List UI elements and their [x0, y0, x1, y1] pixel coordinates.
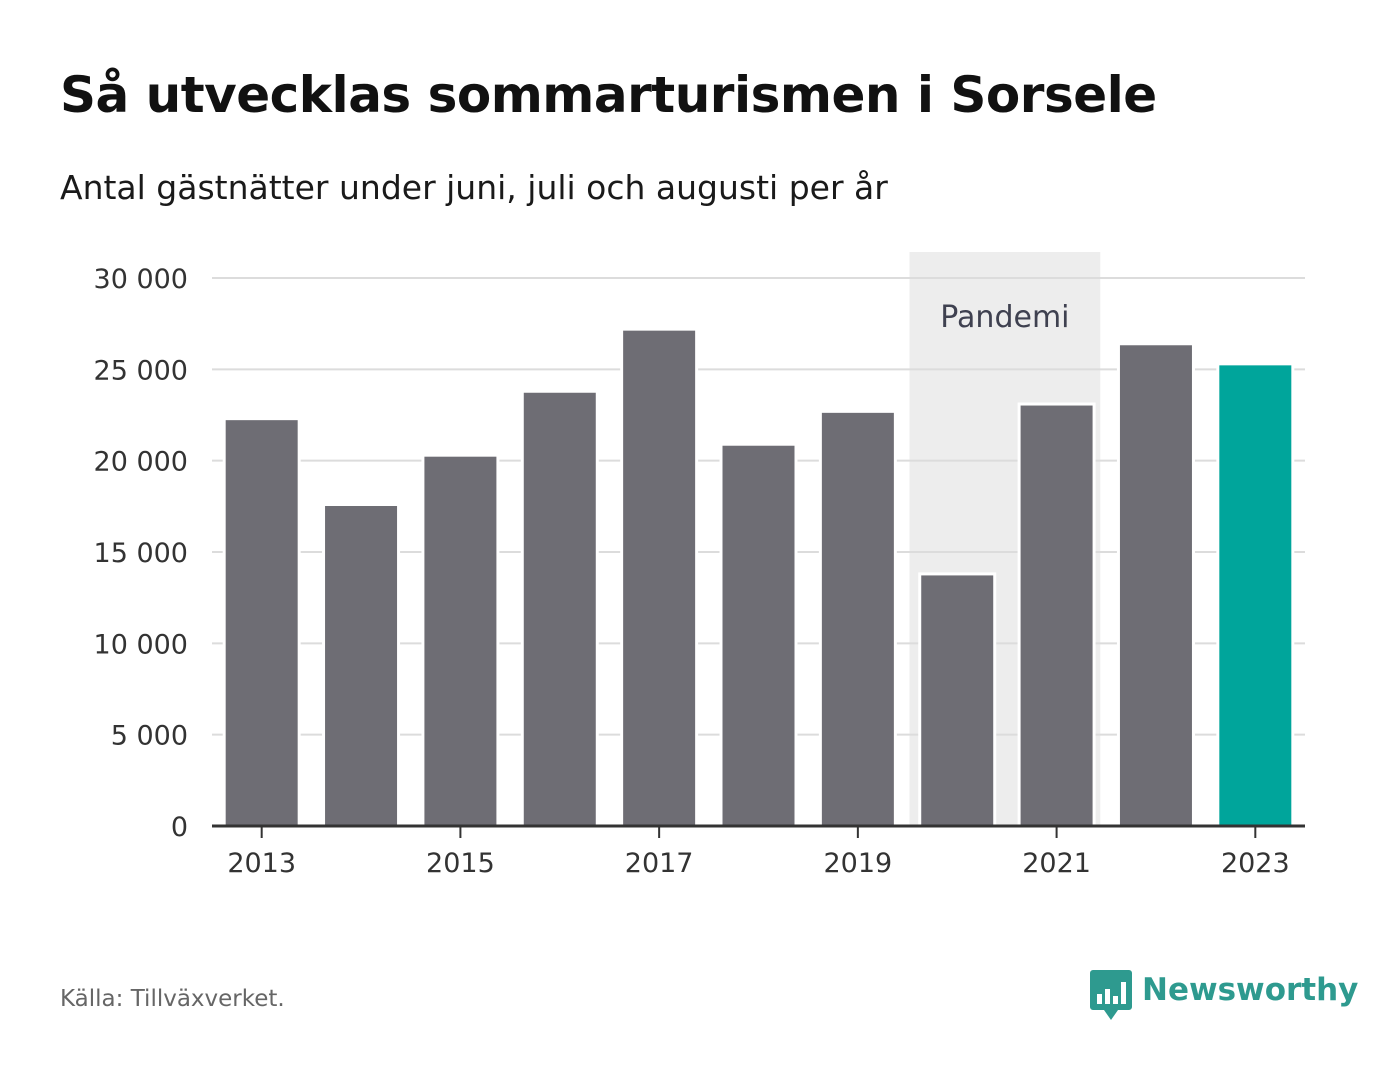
y-tick-label: 5 000 [111, 721, 188, 752]
y-tick-label: 15 000 [94, 538, 188, 569]
y-tick-label: 0 [171, 812, 188, 843]
bar [1017, 402, 1096, 828]
bar [719, 442, 798, 828]
bar [1116, 342, 1195, 828]
x-tick-label: 2015 [426, 848, 495, 879]
bar [520, 389, 599, 828]
x-tick-label: 2023 [1221, 848, 1290, 879]
bar [818, 409, 897, 828]
chart-subtitle: Antal gästnätter under juni, juli och au… [60, 168, 888, 207]
chart-title: Så utvecklas sommarturismen i Sorsele [60, 66, 1157, 124]
x-tick-label: 2021 [1022, 848, 1091, 879]
x-tick-label: 2017 [625, 848, 694, 879]
bar [421, 453, 500, 828]
bar [322, 503, 401, 828]
x-tick-label: 2019 [824, 848, 893, 879]
y-tick-label: 10 000 [94, 629, 188, 660]
bar-highlight [1216, 362, 1295, 828]
y-tick-label: 25 000 [94, 355, 188, 386]
bar-chart-speech-bubble-icon [1090, 970, 1132, 1020]
y-tick-label: 20 000 [94, 447, 188, 478]
bar-chart: Pandemi 0 5 000 10 000 15 000 20 000 25 000 30… [94, 252, 1305, 879]
pandemic-band-label: Pandemi [940, 300, 1069, 335]
bar [918, 572, 997, 828]
bar [222, 417, 301, 828]
y-tick-label: 30 000 [94, 264, 188, 295]
bar [620, 327, 699, 828]
source-note: Källa: Tillväxverket. [60, 986, 285, 1012]
brand-name: Newsworthy [1142, 972, 1359, 1008]
brand-logo: Newsworthy [1090, 968, 1358, 1022]
x-tick-label: 2013 [227, 848, 296, 879]
